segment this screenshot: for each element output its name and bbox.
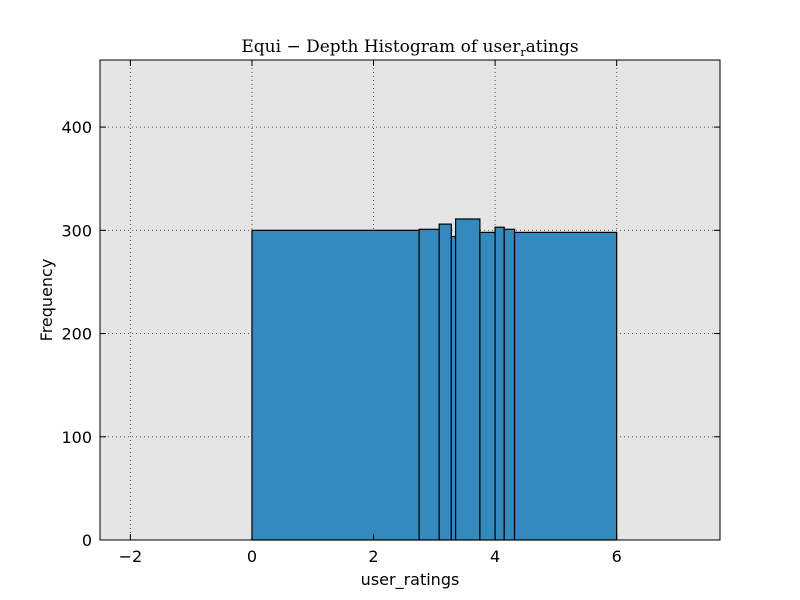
- y-tick-label: 400: [61, 118, 92, 137]
- y-axis-label: Frequency: [37, 259, 56, 342]
- y-tick-label: 200: [61, 325, 92, 344]
- tick-labels: −2 0 2 4 6 0 100 200 300 400: [61, 118, 621, 566]
- histogram-bar: [251, 229, 420, 541]
- histogram-bar: [454, 218, 481, 541]
- y-tick-label: 300: [61, 221, 92, 240]
- histogram-bar: [513, 231, 618, 541]
- x-axis-label: user_ratings: [361, 570, 460, 590]
- y-tick-label: 100: [61, 428, 92, 447]
- tick-marks: [100, 60, 720, 541]
- x-tick-label: −2: [119, 547, 143, 566]
- x-tick-label: 2: [368, 547, 378, 566]
- histogram-bar: [418, 228, 440, 541]
- histogram-bar: [494, 226, 505, 541]
- histogram-bar: [479, 231, 496, 541]
- histogram-bar: [438, 223, 452, 541]
- histogram-bar: [450, 235, 457, 541]
- plot-frame: [99, 59, 721, 541]
- bars: [251, 218, 618, 541]
- x-tick-label: 0: [247, 547, 257, 566]
- chart-title: Equi − Depth Histogram of userratings: [241, 37, 578, 59]
- y-tick-label: 0: [82, 531, 92, 550]
- x-tick-label: 6: [612, 547, 622, 566]
- histogram-bar: [503, 228, 516, 541]
- x-tick-label: 4: [490, 547, 500, 566]
